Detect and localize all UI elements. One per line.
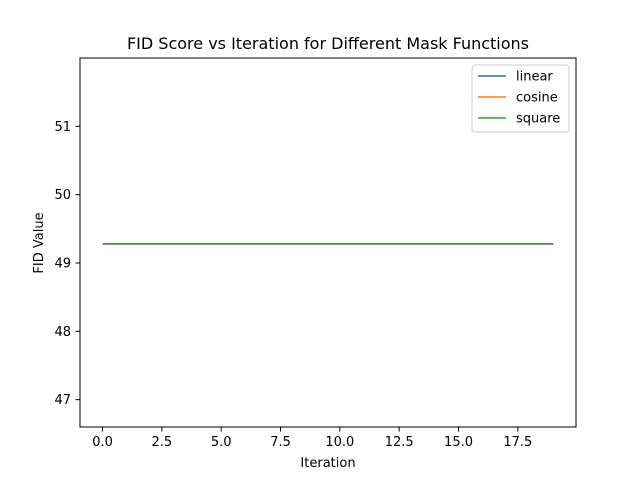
x-tick-label: 15.0 bbox=[444, 435, 473, 450]
x-tick-label: 7.5 bbox=[270, 435, 291, 450]
legend: linear cosine square bbox=[471, 64, 570, 133]
y-tick-label: 50 bbox=[54, 188, 71, 203]
y-tick-label: 47 bbox=[54, 393, 71, 408]
legend-label-linear: linear bbox=[516, 70, 553, 85]
legend-label-cosine: cosine bbox=[516, 91, 558, 106]
x-tick-label: 17.5 bbox=[503, 435, 532, 450]
x-tick-label: 10.0 bbox=[325, 435, 354, 450]
legend-box bbox=[471, 64, 570, 133]
x-axis-label: Iteration bbox=[300, 456, 355, 471]
x-tick-label: 5.0 bbox=[211, 435, 232, 450]
x-tick-label: 12.5 bbox=[385, 435, 414, 450]
legend-label-square: square bbox=[516, 112, 560, 127]
x-tick-label: 2.5 bbox=[152, 435, 173, 450]
chart-title: FID Score vs Iteration for Different Mas… bbox=[127, 34, 529, 53]
y-axis-ticks: 47 48 49 50 51 bbox=[54, 120, 80, 408]
y-tick-label: 51 bbox=[54, 120, 71, 135]
y-tick-label: 48 bbox=[54, 325, 71, 340]
plot-frame bbox=[79, 57, 577, 428]
x-axis-ticks: 0.0 2.5 5.0 7.5 10.0 12.5 15.0 17.5 bbox=[92, 427, 532, 450]
y-axis-label: FID Value bbox=[32, 212, 47, 273]
y-tick-label: 49 bbox=[54, 257, 71, 272]
x-tick-label: 0.0 bbox=[92, 435, 113, 450]
